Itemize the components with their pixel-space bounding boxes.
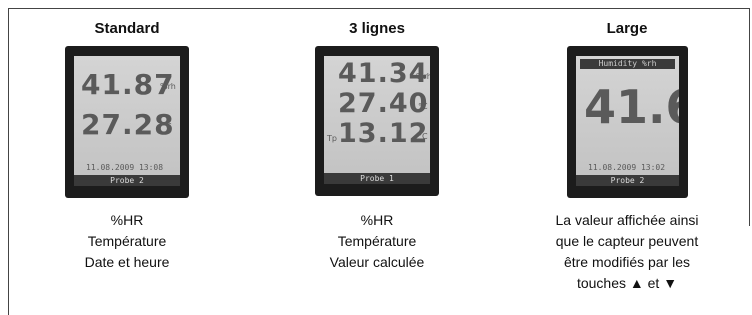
caption-line: Température: [2, 231, 252, 252]
lcd: 41.34 %rh 27.40 °C Tp 13.12 °C Probe 1: [324, 56, 430, 184]
caption: La valeur affichée ainsi que le capteur …: [502, 210, 752, 294]
caption-line: Valeur calculée: [252, 252, 502, 273]
caption-line: que le capteur peuvent: [502, 231, 752, 252]
caption: %HR Température Date et heure: [2, 210, 252, 273]
unit: °C: [418, 102, 428, 111]
reading: 27.28: [81, 108, 175, 141]
frame-top: [8, 8, 750, 9]
unit: %rh: [160, 82, 176, 91]
caption-line: Date et heure: [2, 252, 252, 273]
reading: 13.12: [338, 118, 428, 149]
column-title: 3 lignes: [252, 20, 502, 37]
caption-line: être modifiés par les: [502, 252, 752, 273]
datetime: 11.08.2009 13:08: [86, 163, 163, 172]
lcd-screen: 41.34 %rh 27.40 °C Tp 13.12 °C Probe 1: [315, 46, 439, 196]
column-title: Large: [502, 20, 752, 37]
caption: %HR Température Valeur calculée: [252, 210, 502, 273]
reading: 41.34: [338, 58, 428, 89]
lcd-screen: Humidity %rh 41.6 11.08.2009 13:02 Probe…: [567, 46, 688, 198]
lcd: Humidity %rh 41.6 11.08.2009 13:02 Probe…: [576, 56, 679, 186]
frame-right: [749, 8, 750, 226]
caption-line: La valeur affichée ainsi: [502, 210, 752, 231]
header-bar: Humidity %rh: [580, 59, 675, 69]
datetime: 11.08.2009 13:02: [588, 163, 665, 172]
column-title: Standard: [2, 20, 252, 37]
unit: °C: [418, 132, 428, 141]
footer-bar: Probe 2: [74, 175, 180, 186]
lcd: 41.87 %rh 27.28 °C 11.08.2009 13:08 Prob…: [74, 56, 180, 186]
page: Standard 41.87 %rh 27.28 °C 11.08.2009 1…: [0, 0, 752, 315]
reading: 27.40: [338, 88, 428, 119]
caption-line: Température: [252, 231, 502, 252]
unit: %rh: [416, 72, 430, 81]
caption-line: touches ▲ et ▼: [502, 273, 752, 294]
lcd-screen: 41.87 %rh 27.28 °C 11.08.2009 13:08 Prob…: [65, 46, 189, 198]
footer-bar: Probe 2: [576, 175, 679, 186]
caption-line: %HR: [252, 210, 502, 231]
unit: °C: [162, 122, 172, 131]
reading: 41.6: [584, 80, 679, 134]
caption-line: %HR: [2, 210, 252, 231]
footer-bar: Probe 1: [324, 173, 430, 184]
row-label: Tp: [327, 134, 337, 143]
